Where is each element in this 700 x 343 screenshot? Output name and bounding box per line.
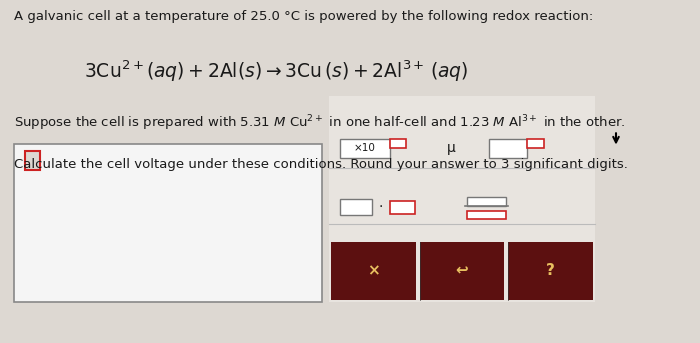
Bar <box>391 201 415 214</box>
Bar <box>468 197 506 206</box>
Text: ·: · <box>379 200 383 214</box>
Text: ×10: ×10 <box>354 143 375 153</box>
Text: Calculate the cell voltage under these conditions. Round your answer to 3 signif: Calculate the cell voltage under these c… <box>14 158 628 171</box>
Text: Suppose the cell is prepared with 5.31 $\mathit{M}$ Cu$^{2+}$ in one half-cell a: Suppose the cell is prepared with 5.31 $… <box>14 113 625 133</box>
Bar <box>420 242 504 300</box>
Bar <box>489 139 527 158</box>
Bar <box>468 211 506 220</box>
Text: ?: ? <box>546 263 555 279</box>
Bar <box>25 151 40 170</box>
Text: A galvanic cell at a temperature of 25.0 °C is powered by the following redox re: A galvanic cell at a temperature of 25.0… <box>14 10 594 23</box>
Bar <box>340 139 389 158</box>
Text: $3\mathrm{Cu}^{2+}(aq) + 2\mathrm{Al}(s) \rightarrow 3\mathrm{Cu}\,(s) + 2\mathr: $3\mathrm{Cu}^{2+}(aq) + 2\mathrm{Al}(s)… <box>84 58 468 84</box>
Bar <box>331 242 416 300</box>
Text: μ: μ <box>447 141 456 155</box>
Bar <box>389 139 406 148</box>
Bar <box>527 139 544 148</box>
Bar <box>14 144 322 302</box>
Bar <box>508 242 593 300</box>
Bar <box>329 96 595 302</box>
Bar <box>340 199 372 215</box>
Text: ×: × <box>367 263 379 279</box>
Text: ↩: ↩ <box>456 263 468 279</box>
